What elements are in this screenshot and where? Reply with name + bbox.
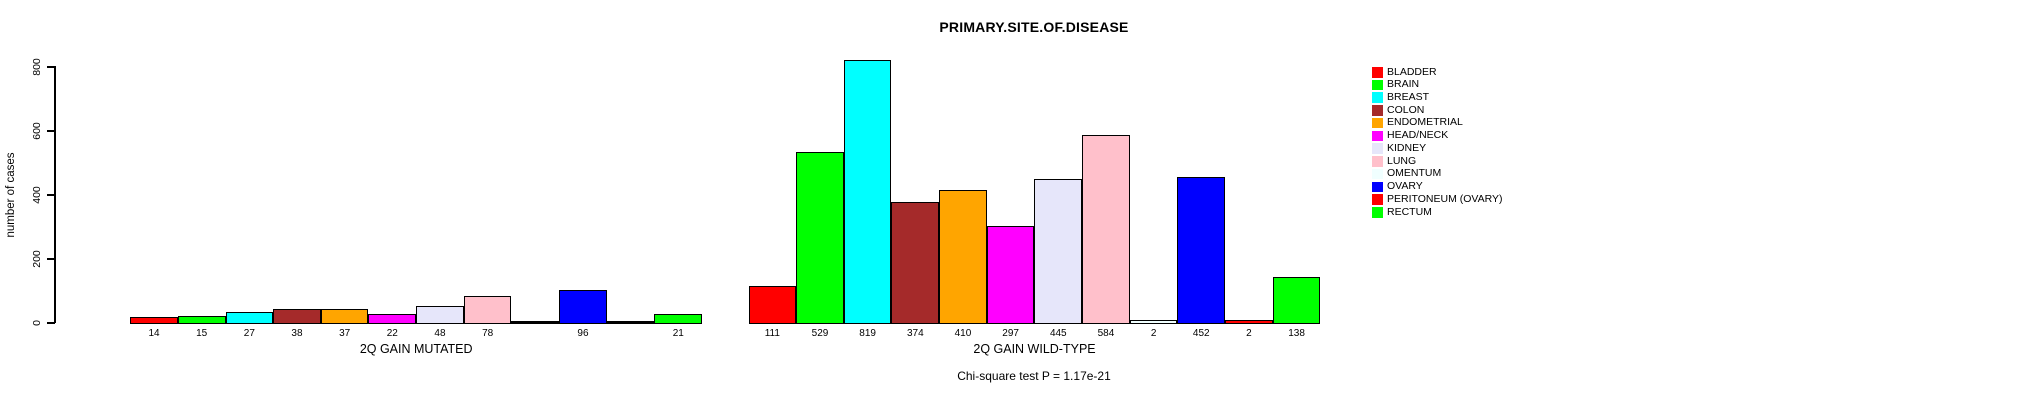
bar-count-label-colon: 38 [291, 328, 303, 339]
bar-count-label-head-neck: 297 [1002, 328, 1019, 339]
bar-count-label-bladder: 14 [148, 328, 160, 339]
legend-label-head-neck: HEAD/NECK [1387, 129, 1449, 142]
bar-bladder [748, 285, 797, 324]
bar-count-label-brain: 529 [811, 328, 829, 339]
legend-swatch-omentum [1372, 168, 1383, 180]
bar-peritoneum-ovary [606, 321, 655, 324]
group-label-mutated: 2Q GAIN MUTATED [359, 342, 473, 356]
y-tick-label: 0 [31, 319, 43, 326]
bar-group-mutated: 2Q GAIN MUTATED 14 15 27 38 37 22 48 78 96 21 [130, 0, 703, 400]
legend-swatch-kidney [1372, 143, 1383, 154]
legend-label-ovary: OVARY [1387, 180, 1423, 193]
bar-colon [891, 201, 940, 324]
legend-swatch-head-neck [1372, 130, 1383, 142]
bar-breast [225, 312, 274, 324]
legend-label-lung: LUNG [1387, 154, 1417, 167]
bar-count-label-kidney: 48 [434, 328, 446, 339]
bar-brain [177, 316, 226, 324]
legend-swatch-brain [1372, 79, 1383, 91]
legend-label-bladder: BLADDER [1387, 65, 1437, 78]
bar-count-label-bladder: 111 [764, 328, 780, 339]
legend-swatch-ovary [1372, 181, 1383, 193]
bar-ovary [1177, 176, 1226, 324]
bar-rectum [1272, 276, 1321, 324]
y-tick-label: 800 [31, 58, 43, 77]
bar-count-label-breast: 819 [859, 328, 876, 339]
chart-title: PRIMARY.SITE.OF.DISEASE [939, 19, 1129, 35]
chi-square-annotation: Chi-square test P = 1.17e-21 [957, 369, 1111, 383]
bar-bladder [130, 316, 178, 324]
y-tick-mark [47, 66, 55, 69]
bar-count-label-head-neck: 22 [386, 328, 398, 339]
legend-label-omentum: OMENTUM [1387, 167, 1442, 180]
bar-head-neck [986, 226, 1035, 324]
bar-count-label-colon: 374 [906, 328, 924, 339]
bar-count-label-rectum: 138 [1288, 328, 1305, 339]
legend-label-breast: BREAST [1387, 90, 1430, 103]
legend-label-colon: COLON [1387, 103, 1425, 116]
y-axis-line [54, 66, 56, 323]
bar-count-label-omentum: 2 [1150, 328, 1157, 339]
y-tick-mark [47, 193, 55, 196]
y-tick-mark [47, 130, 55, 133]
y-tick-label: 600 [31, 122, 43, 140]
legend-swatch-peritoneum-ovary [1372, 194, 1383, 205]
bar-count-label-brain: 15 [196, 328, 208, 339]
y-tick-mark [47, 321, 55, 324]
legend-label-peritoneum-ovary: PERITONEUM (OVARY) [1387, 192, 1503, 205]
bar-count-label-endometrial: 410 [954, 328, 972, 339]
bar-count-label-breast: 27 [243, 328, 255, 339]
legend-swatch-rectum [1372, 207, 1383, 218]
legend: BLADDER BRAIN BREAST COLON ENDOMETRIAL HEAD/N… [1372, 65, 1632, 227]
legend-swatch-colon [1372, 105, 1383, 116]
bar-rectum [654, 314, 703, 324]
y-tick-mark [47, 257, 55, 260]
legend-label-brain: BRAIN [1387, 78, 1420, 91]
bar-lung [463, 296, 512, 324]
bar-count-label-ovary: 452 [1192, 328, 1210, 339]
bar-brain [796, 152, 844, 324]
bar-count-label-kidney: 445 [1049, 328, 1067, 339]
bar-breast [843, 59, 892, 324]
y-tick-label: 400 [31, 186, 43, 204]
y-axis-title: number of cases [5, 152, 17, 238]
bar-group-wild-type: 2Q GAIN WILD-TYPE 111 529 819 374 410 297 445 5… [748, 0, 1321, 400]
bar-head-neck [368, 313, 417, 324]
bar-lung [1082, 134, 1130, 324]
legend-swatch-endometrial [1372, 117, 1383, 129]
bar-peritoneum-ovary [1225, 320, 1273, 324]
bar-count-label-ovary: 96 [577, 328, 589, 339]
legend-label-kidney: KIDNEY [1387, 141, 1427, 154]
group-label-wild-type: 2Q GAIN WILD-TYPE [973, 342, 1096, 356]
bar-omentum [511, 321, 560, 324]
bar-ovary [559, 290, 607, 324]
legend-swatch-lung [1372, 156, 1383, 167]
bar-count-label-peritoneum-ovary: 2 [1246, 328, 1252, 339]
legend-swatch-bladder [1372, 67, 1383, 78]
bar-count-label-lung: 584 [1097, 328, 1115, 339]
legend-label-endometrial: ENDOMETRIAL [1387, 116, 1463, 129]
bar-kidney [1034, 179, 1083, 324]
bar-count-label-endometrial: 37 [339, 328, 351, 339]
bar-count-label-omentum [511, 328, 559, 339]
bar-endometrial [939, 190, 987, 324]
bar-omentum [1129, 320, 1178, 324]
bar-count-label-peritoneum-ovary [607, 328, 655, 339]
legend-label-rectum: RECTUM [1387, 205, 1432, 218]
y-tick-label: 200 [31, 249, 43, 268]
bar-endometrial [320, 309, 369, 324]
bar-colon [273, 308, 321, 324]
bar-kidney [416, 305, 464, 324]
legend-swatch-breast [1372, 92, 1383, 103]
bar-count-label-rectum: 21 [672, 328, 684, 339]
bar-count-label-lung: 78 [482, 328, 494, 339]
